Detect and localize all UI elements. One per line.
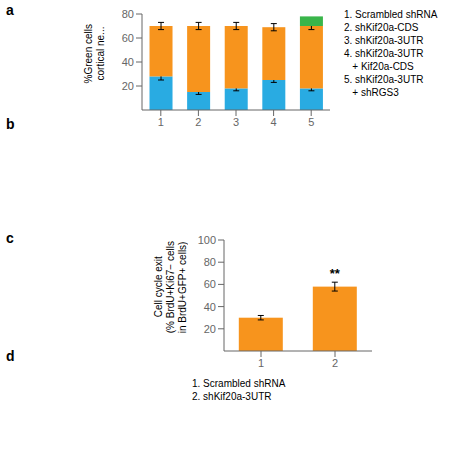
html-text:2. shKif20a-3UTR: 2. shKif20a-3UTR (192, 391, 272, 402)
html-text:b: b (6, 116, 15, 132)
svg-text:80: 80 (122, 8, 134, 20)
html-text:%Green cells cortical ne...: %Green cells cortical ne... (83, 24, 106, 84)
html-text:3. shKif20a-3UTR: 3. shKif20a-3UTR (344, 35, 424, 46)
svg-text:5: 5 (308, 116, 314, 128)
html-text:a: a (6, 2, 14, 18)
svg-text:40: 40 (204, 301, 216, 313)
html-text:5. shKif20a-3UTR: 5. shKif20a-3UTR (344, 74, 424, 85)
html-text:+ Kif20a-CDS: + Kif20a-CDS (344, 61, 414, 72)
svg-text:**: ** (330, 266, 341, 281)
html-text:1. Scrambled shRNA: 1. Scrambled shRNA (192, 378, 286, 389)
svg-text:20: 20 (204, 323, 216, 335)
svg-text:20: 20 (122, 80, 134, 92)
svg-text:100: 100 (198, 234, 216, 246)
html-text:1. Scrambled shRNA: 1. Scrambled shRNA (344, 9, 438, 20)
html-text:+ shRGS3: + shRGS3 (344, 87, 399, 98)
svg-text:80: 80 (204, 256, 216, 268)
svg-text:1: 1 (258, 357, 264, 369)
svg-text:1: 1 (158, 116, 164, 128)
svg-text:2: 2 (195, 116, 201, 128)
html-text:d: d (6, 348, 15, 364)
svg-text:4: 4 (271, 116, 277, 128)
svg-text:3: 3 (233, 116, 239, 128)
svg-text:60: 60 (122, 32, 134, 44)
html-text:Cell cycle exit (% BrdU+Ki67−: Cell cycle exit (% BrdU+Ki67− cells in B… (153, 241, 188, 334)
html-text:4. shKif20a-3UTR: 4. shKif20a-3UTR (344, 48, 424, 59)
svg-text:60: 60 (204, 278, 216, 290)
svg-text:2: 2 (332, 357, 338, 369)
svg-text:40: 40 (122, 56, 134, 68)
html-text:c: c (6, 230, 14, 246)
html-text:2. shKif20a-CDS: 2. shKif20a-CDS (344, 22, 419, 33)
